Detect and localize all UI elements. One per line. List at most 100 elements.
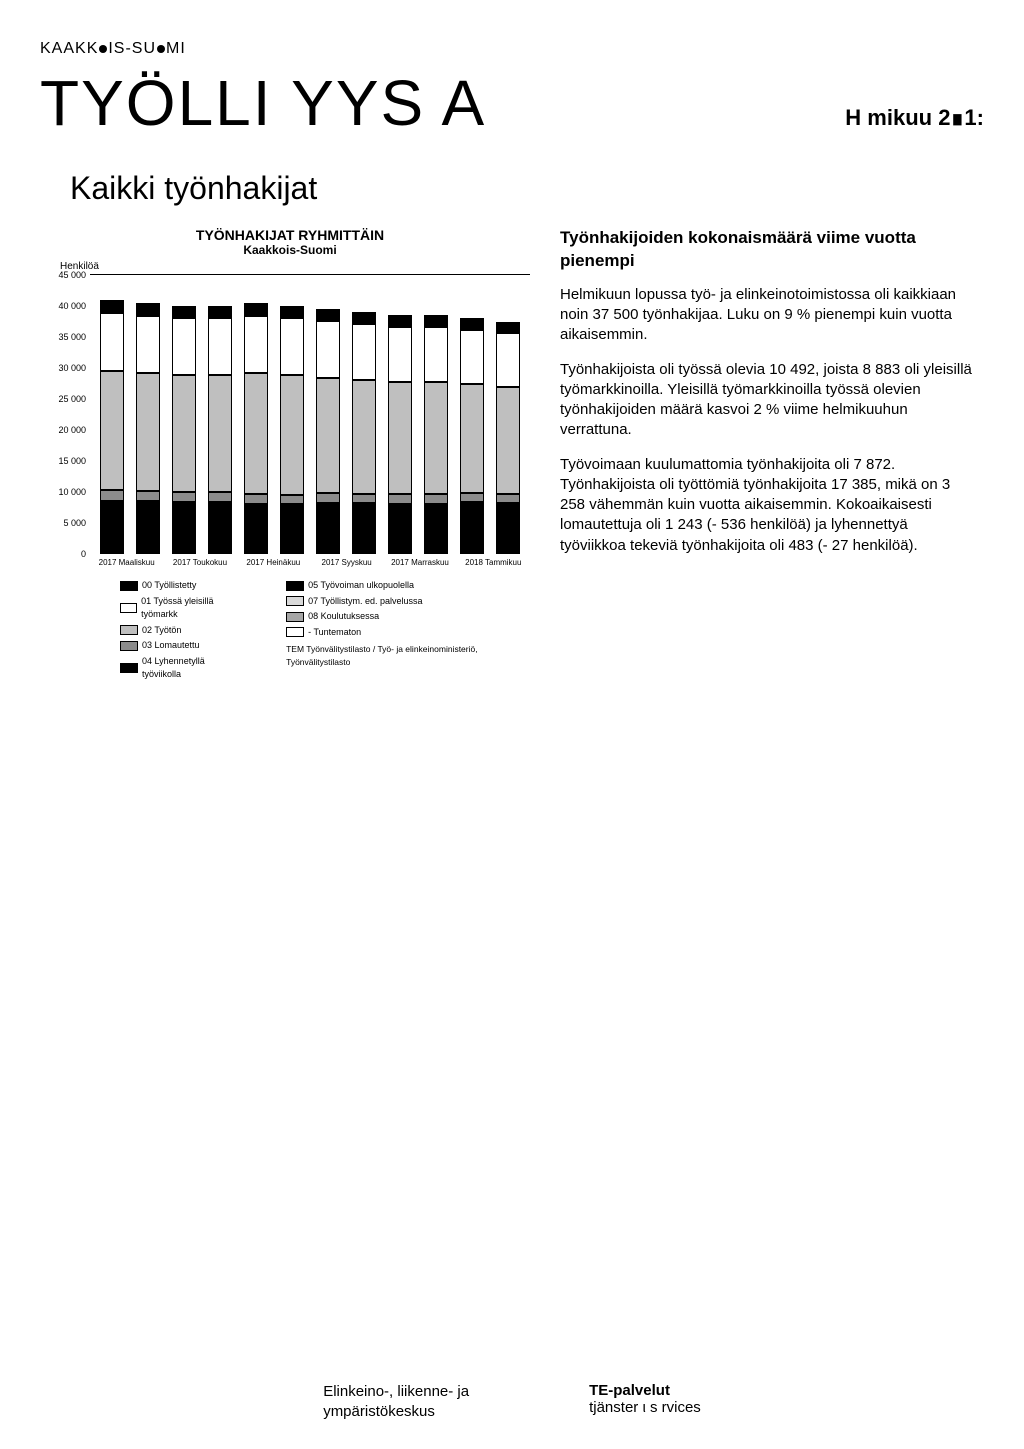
legend-item: 07 Työllistym. ed. palvelussa xyxy=(286,595,530,609)
chart-bar-segment xyxy=(352,494,376,504)
chart-bar-segment xyxy=(100,490,124,500)
chart-bar xyxy=(388,315,412,554)
chart-bar-segment xyxy=(316,321,340,377)
chart-xlabel: 2017 Marraskuu xyxy=(390,558,450,567)
dot-icon xyxy=(157,45,165,53)
chart-ytick: 15 000 xyxy=(50,456,86,466)
paragraph: Työvoimaan kuulumattomia työnhakijoita o… xyxy=(560,455,974,556)
chart-bar-segment xyxy=(316,493,340,503)
footer-org: Elinkeino-, liikenne- ja ympäristökeskus xyxy=(323,1382,469,1421)
text-heading: Työnhakijoiden kokonaismäärä viime vuott… xyxy=(560,227,974,273)
legend-swatch xyxy=(120,581,138,591)
chart-bar-segment xyxy=(208,504,232,554)
paragraph: Työnhakijoista oli työssä olevia 10 492,… xyxy=(560,360,974,441)
chart-bar-segment xyxy=(352,380,376,494)
chart-bar-segment xyxy=(460,384,484,492)
chart-bar-segment xyxy=(424,315,448,327)
legend-item: 01 Työssä yleisillä työmarkk xyxy=(120,595,246,622)
chart-bar-segment xyxy=(208,306,232,318)
content-row: TYÖNHAKIJAT RYHMITTÄIN Kaakkois-Suomi He… xyxy=(40,227,984,682)
chart-bar-segment xyxy=(136,373,160,491)
legend-label: 08 Koulutuksessa xyxy=(308,610,379,624)
chart-bar xyxy=(208,306,232,554)
legend-swatch xyxy=(286,612,304,622)
legend-col-left: 00 Työllistetty 01 Työssä yleisillä työma… xyxy=(120,579,246,682)
chart-bar-segment xyxy=(424,509,448,554)
chart-bar-segment xyxy=(496,494,520,503)
chart-ytick: 5 000 xyxy=(50,518,86,528)
chart-bar-segment xyxy=(172,318,196,375)
footer-text: ympäristökeskus xyxy=(323,1402,469,1422)
chart-bar-segment xyxy=(496,387,520,494)
legend-item: 05 Työvoiman ulkopuolella xyxy=(286,579,530,593)
chart-bar xyxy=(136,303,160,554)
legend-label: 04 Lyhennetyllä työviikolla xyxy=(142,655,246,682)
title-row: TYÖLLI YYS A H mikuu 2∎1: xyxy=(40,66,984,140)
chart-bar-segment xyxy=(244,373,268,494)
footer-te: TE-palvelut tjänster ι s rvices xyxy=(589,1382,701,1421)
chart-bar-segment xyxy=(100,371,124,490)
chart-bar-segment xyxy=(280,375,304,494)
chart-bar-segment xyxy=(280,306,304,318)
legend-swatch xyxy=(286,581,304,591)
legend-item: 08 Koulutuksessa xyxy=(286,610,530,624)
chart-bar-segment xyxy=(244,303,268,316)
chart-bar-segment xyxy=(100,313,124,371)
legend-swatch xyxy=(286,596,304,606)
chart-title: TYÖNHAKIJAT RYHMITTÄIN xyxy=(50,227,530,243)
chart-bar-segment xyxy=(388,494,412,504)
chart-bar-segment xyxy=(244,316,268,374)
dot-icon xyxy=(99,45,107,53)
chart-ytick: 35 000 xyxy=(50,332,86,342)
date-label: H mikuu 2∎1: xyxy=(845,105,984,131)
text-column: Työnhakijoiden kokonaismäärä viime vuott… xyxy=(560,227,974,682)
legend-swatch xyxy=(120,625,138,635)
chart-bar-segment xyxy=(208,492,232,502)
legend-item: 03 Lomautettu xyxy=(120,639,246,653)
chart-bar-segment xyxy=(316,507,340,554)
legend-swatch xyxy=(120,663,138,673)
chart-bar-segment xyxy=(280,318,304,375)
chart-bar-segment xyxy=(208,375,232,492)
chart-ytick: 0 xyxy=(50,549,86,559)
chart-xlabel: 2017 Syyskuu xyxy=(317,558,377,567)
chart-bar-segment xyxy=(172,375,196,492)
chart-bar-segment xyxy=(172,492,196,502)
chart-xlabel: 2017 Maaliskuu xyxy=(97,558,157,567)
chart-bar-segment xyxy=(280,507,304,554)
chart-xlabels: 2017 Maaliskuu2017 Toukokuu2017 Heinäkuu… xyxy=(90,558,530,567)
chart-bar xyxy=(280,306,304,554)
chart-xlabel: 2017 Heinäkuu xyxy=(243,558,303,567)
footer-text: tjänster ι s rvices xyxy=(589,1399,701,1416)
chart-bar-segment xyxy=(496,510,520,554)
chart-bar-segment xyxy=(136,316,160,374)
chart-bar xyxy=(460,318,484,554)
chart-bar xyxy=(100,300,124,554)
chart-bar-segment xyxy=(352,508,376,554)
chart-bar-segment xyxy=(388,315,412,327)
chart-bar-segment xyxy=(172,504,196,554)
chart-bar-segment xyxy=(208,318,232,375)
chart-subtitle: Kaakkois-Suomi xyxy=(50,243,530,257)
chart-bar-segment xyxy=(460,509,484,554)
legend-item: 02 Työtön xyxy=(120,624,246,638)
chart-bar-segment xyxy=(136,303,160,316)
legend-label: 00 Työllistetty xyxy=(142,579,196,593)
chart-bar-segment xyxy=(244,506,268,554)
chart-container: TYÖNHAKIJAT RYHMITTÄIN Kaakkois-Suomi He… xyxy=(50,227,530,682)
chart-bar-segment xyxy=(496,333,520,386)
chart-bar-segment xyxy=(460,493,484,502)
chart-plot-area: 45 00040 00035 00030 00025 00020 00015 0… xyxy=(90,274,530,554)
chart-bar-segment xyxy=(244,494,268,504)
chart-bar-segment xyxy=(496,322,520,334)
chart-bar-segment xyxy=(496,503,520,510)
chart-bar-segment xyxy=(100,503,124,554)
chart-bar-segment xyxy=(352,312,376,324)
chart-bar xyxy=(352,312,376,554)
legend-swatch xyxy=(286,627,304,637)
chart-ytick: 30 000 xyxy=(50,363,86,373)
legend-label: 01 Työssä yleisillä työmarkk xyxy=(141,595,246,622)
legend-swatch xyxy=(120,603,137,613)
chart-bar-segment xyxy=(388,509,412,554)
brand-region-label: KAAKKIS-SUMI xyxy=(40,40,984,58)
